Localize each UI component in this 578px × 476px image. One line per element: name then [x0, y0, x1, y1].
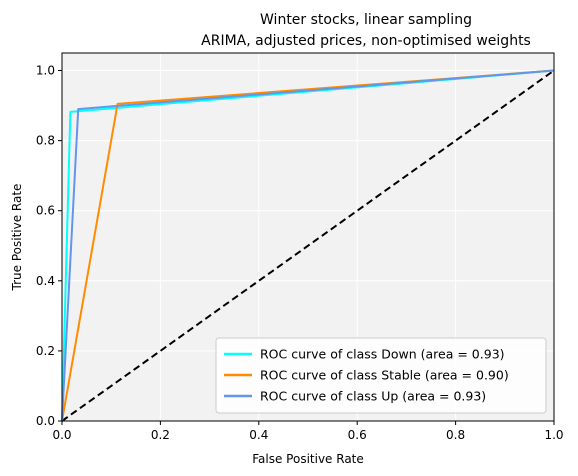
y-axis-label: True Positive Rate [10, 184, 24, 292]
grid-lines [61, 53, 555, 422]
x-axis-label: False Positive Rate [252, 452, 364, 466]
tick-group: 0.0 0.2 0.4 0.6 0.8 1.0 0.0 0.2 0.4 0.6 0.8 1.0 [36, 64, 564, 442]
reference-line-group [61, 69, 555, 422]
series-group [61, 69, 555, 422]
x-tick-label: 0.6 [348, 428, 367, 442]
x-tick-label: 0.2 [151, 428, 170, 442]
y-tick-label: 0.8 [36, 134, 55, 148]
chart-subtitle: ARIMA, adjusted prices, non-optimised we… [201, 33, 531, 49]
x-tick-label: 0.8 [446, 428, 465, 442]
legend-entry: ROC curve of class Stable (area = 0.90) [260, 368, 509, 383]
y-tick-label: 1.0 [36, 64, 55, 78]
legend-box [215, 337, 547, 414]
y-tick-label: 0.6 [36, 204, 55, 218]
y-tick-label: 0.4 [36, 274, 55, 288]
legend-entry: ROC curve of class Up (area = 0.93) [260, 389, 486, 404]
y-tick-label: 0.0 [36, 414, 55, 428]
x-tick-label: 0.4 [249, 428, 268, 442]
plot-frame [61, 52, 555, 422]
y-tick-label: 0.2 [36, 344, 55, 358]
series-line [61, 69, 555, 422]
x-tick-label: 0.0 [52, 428, 71, 442]
x-tick-label: 1.0 [544, 428, 563, 442]
chart-title: Winter stocks, linear sampling [260, 12, 472, 28]
legend: ROC curve of class Down (area = 0.93) ROC… [215, 337, 547, 414]
reference-line [61, 69, 555, 422]
legend-entry: ROC curve of class Down (area = 0.93) [260, 347, 505, 362]
